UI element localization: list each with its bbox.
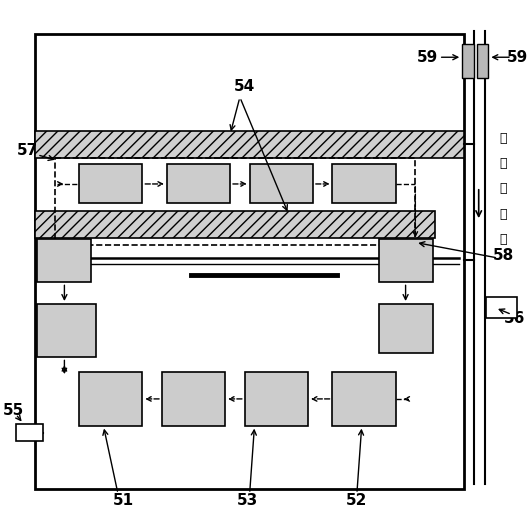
Text: 57: 57 [17, 144, 38, 158]
Bar [332, 372, 396, 426]
Bar [485, 297, 517, 318]
Bar [379, 239, 433, 282]
Text: 流: 流 [499, 207, 507, 220]
Bar [35, 34, 464, 489]
Bar [477, 44, 489, 77]
Text: 52: 52 [346, 493, 367, 508]
Bar [35, 211, 435, 238]
Text: 凝: 凝 [499, 157, 507, 170]
Bar [55, 158, 415, 245]
Text: 56: 56 [504, 311, 526, 326]
Text: 58: 58 [492, 248, 513, 263]
Text: 51: 51 [113, 493, 133, 508]
Text: 53: 53 [237, 493, 258, 508]
Bar [162, 372, 225, 426]
Bar [462, 44, 474, 77]
Bar [245, 372, 308, 426]
Text: 55: 55 [3, 402, 24, 418]
Text: 54: 54 [234, 79, 255, 94]
Text: 59: 59 [507, 50, 528, 64]
Bar [250, 164, 313, 203]
Text: 59: 59 [416, 50, 438, 64]
Bar [332, 164, 396, 203]
Bar [15, 424, 43, 441]
Bar [79, 164, 142, 203]
Bar [79, 372, 142, 426]
Bar [379, 304, 433, 353]
Bar [37, 304, 96, 357]
Bar [167, 164, 230, 203]
Text: 水: 水 [499, 233, 507, 246]
Bar [37, 239, 91, 282]
Bar [35, 132, 464, 158]
Text: 回: 回 [499, 183, 507, 196]
Text: 冷: 冷 [499, 132, 507, 145]
